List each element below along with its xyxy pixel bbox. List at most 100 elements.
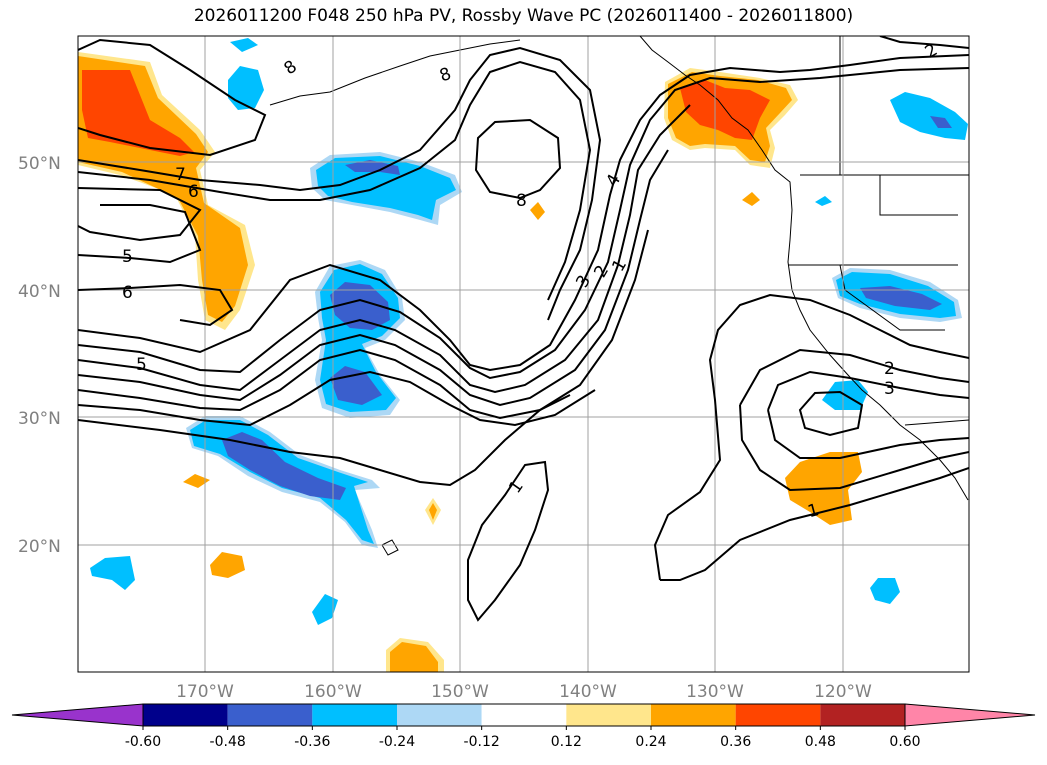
colorbar-tick-label: -0.24 [379, 734, 415, 750]
contour-label-5a: 5 [122, 247, 133, 267]
contour-label-6b: 6 [122, 283, 133, 303]
lon-label-170w: 170°W [176, 682, 234, 702]
colorbar-segment [481, 704, 567, 726]
colorbar-extend-min [11, 703, 144, 727]
colorbar-tick-label: 0.36 [720, 734, 751, 750]
colorbar-extend-max [904, 703, 1036, 727]
map-frame [77, 35, 970, 673]
colorbar-segment [312, 704, 397, 726]
coast-alaska [269, 39, 521, 106]
neg-anomaly-tiny [815, 196, 832, 206]
colorbar-tick-label: -0.48 [210, 734, 246, 750]
colorbar-frame [142, 703, 906, 727]
contour-1-south [467, 460, 550, 622]
neg-anomaly-ne [890, 92, 968, 140]
colorbar-segment [820, 704, 905, 726]
contour-label-5b: 5 [136, 355, 147, 375]
contour-8-north [78, 38, 267, 157]
neg-anomaly-south-small [312, 594, 338, 625]
contour-inner-low [798, 390, 864, 437]
colorbar-tick-label: 0.60 [889, 734, 920, 750]
lat-label-40n: 40°N [18, 282, 61, 302]
lat-axis: 50°N 40°N 30°N 20°N [18, 154, 61, 557]
lat-label-30n: 30°N [18, 409, 61, 429]
neg-anomaly-central-mid-1 [330, 282, 390, 330]
pos-anomaly-small-3b [429, 503, 437, 520]
neg-anomaly-n-2 [228, 66, 264, 110]
contour-outer-1 [78, 46, 602, 321]
contour-6-west [78, 283, 234, 327]
border-state-1 [879, 175, 958, 216]
coast-north-america [639, 36, 969, 501]
pv-shading [78, 38, 968, 672]
contour-label-1b: 1 [505, 477, 528, 497]
pos-anomaly-small-2 [530, 202, 545, 220]
colorbar-tick-label: -0.12 [464, 734, 500, 750]
contour-3-east-lower [767, 409, 969, 459]
neg-anomaly-n-small [230, 38, 258, 52]
contour-label-7: 7 [175, 165, 186, 185]
neg-anomaly-band-mid [345, 160, 400, 175]
neg-anomaly-sw-small [90, 556, 135, 590]
map-title: 2026011200 F048 250 hPa PV, Rossby Wave … [193, 6, 854, 26]
contour-1-east-south [660, 467, 969, 581]
lat-label-50n: 50°N [18, 154, 61, 174]
neg-anomaly-se-small [870, 578, 900, 604]
contour-label-1c: 1 [806, 500, 822, 522]
neg-anomaly-band [316, 156, 456, 220]
colorbar-segment [397, 704, 482, 726]
lon-label-160w: 160°W [304, 682, 362, 702]
neg-anomaly-hawaii-mid [222, 432, 346, 500]
pos-anomaly-small-1 [742, 192, 760, 206]
colorbar-tick-label: 0.24 [635, 734, 666, 750]
contour-ne [879, 36, 969, 49]
contour-1-east [653, 293, 969, 581]
colorbar-tick-label: -0.36 [294, 734, 330, 750]
contour-label-8c: 8 [516, 191, 527, 211]
map-area[interactable]: 8 8 8 7 6 5 6 5 4 3 2 1 1 2 3 1 2 [78, 36, 969, 672]
contour-wave-5 [78, 229, 649, 420]
contour-label-6a: 6 [188, 182, 199, 202]
contour-2-east [739, 348, 969, 406]
pos-anomaly-small-4 [183, 474, 210, 488]
neg-anomaly-central-mid-2 [330, 366, 382, 405]
lon-label-120w: 120°W [814, 682, 872, 702]
contour-label-4: 4 [602, 171, 625, 190]
neg-anomaly-ne-mid [930, 116, 952, 128]
pos-anomaly-nw-strong [82, 70, 194, 156]
colorbar-tick-label: -0.60 [125, 734, 161, 750]
contour-wave-1 [78, 54, 969, 372]
colorbar: -0.60 -0.48 -0.36 -0.24 -0.12 0.12 0.24 0.36 0.4… [11, 703, 1036, 750]
contour-1-south-west [78, 394, 571, 487]
colorbar-segment [651, 704, 736, 726]
contour-label-2b: 2 [884, 359, 895, 379]
contour-label-3b: 3 [884, 379, 895, 399]
lon-axis: 170°W 160°W 150°W 140°W 130°W 120°W [176, 682, 872, 702]
rossby-contours [78, 36, 969, 622]
colorbar-segment [735, 704, 821, 726]
pos-anomaly-pnw-strong [680, 80, 770, 140]
contour-2-east-lower [739, 404, 969, 492]
hawaii-island [381, 539, 399, 556]
contour-5-west [78, 204, 202, 264]
pos-anomaly-south-mid [390, 642, 438, 672]
contour-wave-3 [78, 104, 691, 394]
contour-label-3a: 3 [572, 272, 595, 291]
colorbar-segment [566, 704, 651, 726]
pos-anomaly-small-5 [210, 552, 245, 578]
contour-6 [78, 187, 202, 242]
lat-label-20n: 20°N [18, 537, 61, 557]
contour-wave-6 [78, 370, 596, 427]
colorbar-tick-label: 0.12 [551, 734, 582, 750]
border-mexico [904, 419, 969, 426]
colorbar-segment [227, 704, 313, 726]
colorbar-tick-label: 0.48 [805, 734, 836, 750]
contour-wave-2 [78, 67, 969, 380]
contour-8-center [474, 118, 562, 200]
neg-anomaly-great-basin-mid [860, 286, 942, 310]
contour-7 [78, 60, 592, 301]
lon-label-140w: 140°W [559, 682, 617, 702]
colorbar-segment [143, 704, 228, 726]
contour-label-8a: 8 [281, 57, 301, 80]
